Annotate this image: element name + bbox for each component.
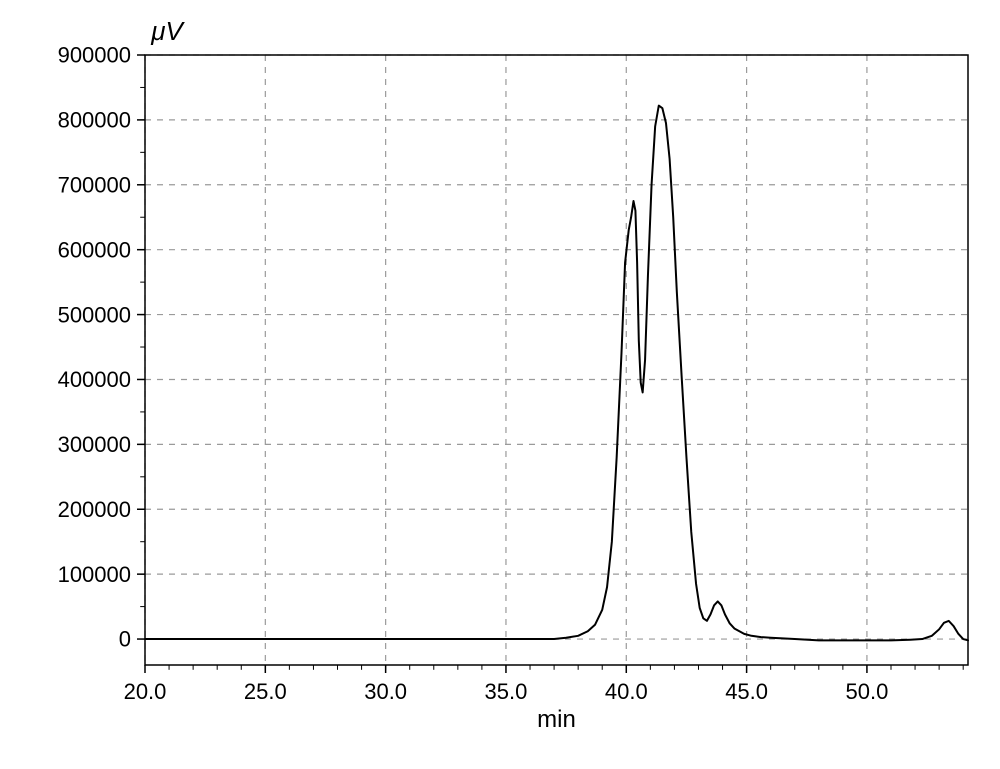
y-tick-label: 700000 [58,172,131,197]
y-tick-label: 900000 [58,43,131,68]
y-unit-label: μV [150,16,185,46]
x-tick-label: 25.0 [244,679,287,704]
x-tick-label: 40.0 [605,679,648,704]
y-tick-label: 600000 [58,237,131,262]
x-tick-label: 45.0 [725,679,768,704]
y-tick-label: 800000 [58,108,131,133]
x-tick-label: 35.0 [485,679,528,704]
y-tick-label: 0 [119,627,131,652]
y-tick-label: 500000 [58,302,131,327]
x-tick-label: 30.0 [364,679,407,704]
chart-svg: 20.0 25.0 30.0 35.0 40.0 45.0 50.0 0 100000 20000… [0,0,1000,769]
x-tick-label: 50.0 [846,679,889,704]
y-tick-label: 300000 [58,432,131,457]
y-tick-label: 400000 [58,367,131,392]
x-tick-label: 20.0 [124,679,167,704]
x-axis-label: min [537,706,576,733]
y-tick-label: 200000 [58,497,131,522]
chromatogram-chart: 20.0 25.0 30.0 35.0 40.0 45.0 50.0 0 100000 20000… [0,0,1000,769]
y-tick-label: 100000 [58,562,131,587]
